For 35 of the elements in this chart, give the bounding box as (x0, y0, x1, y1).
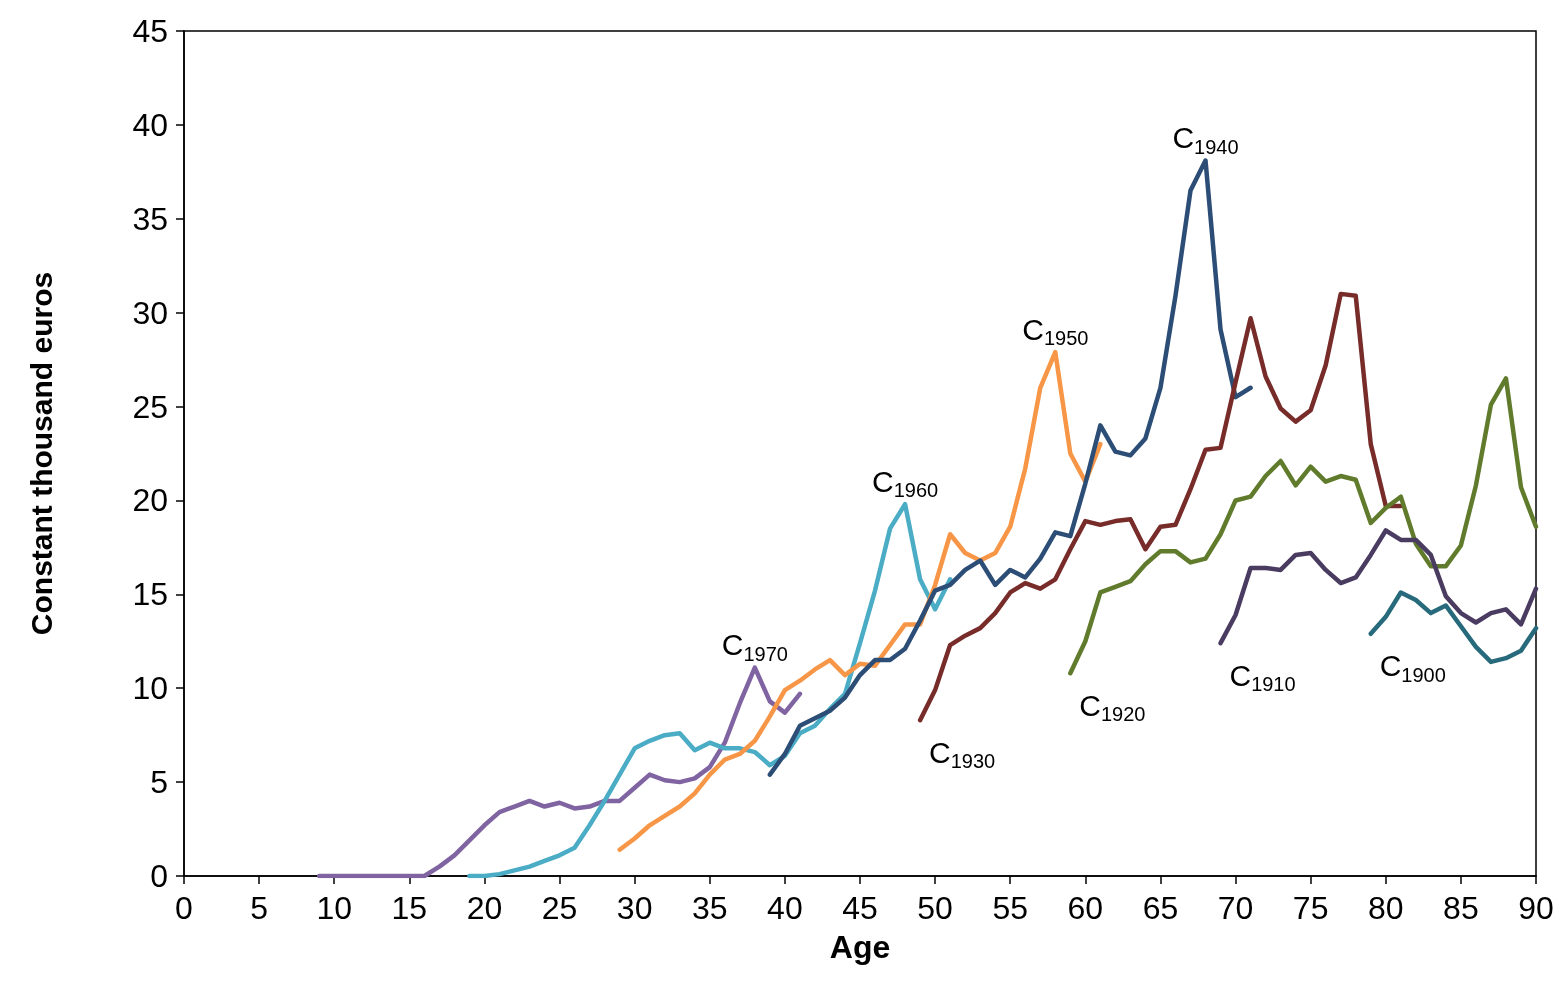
x-tick-label: 5 (250, 890, 269, 926)
x-tick-label: 90 (1518, 890, 1554, 926)
y-tick-label: 20 (132, 482, 168, 519)
x-tick-label: 70 (1217, 890, 1254, 926)
x-tick-label: 25 (541, 890, 578, 926)
line-series (467, 501, 953, 879)
y-tick-label: 25 (132, 388, 168, 425)
x-tick-label: 60 (1067, 890, 1104, 926)
x-tick-label: 40 (767, 890, 803, 926)
x-tick-label: 10 (316, 890, 353, 926)
y-tick-label: 0 (150, 858, 168, 894)
y-tick-label: 15 (132, 576, 168, 613)
y-tick-label: 45 (132, 13, 168, 49)
x-tick-label: 15 (391, 890, 428, 926)
x-tick-label: 55 (992, 890, 1029, 926)
line-series (1218, 528, 1539, 646)
y-tick-label: 35 (132, 200, 168, 237)
x-tick-label: 50 (917, 890, 953, 926)
y-tick-label: 5 (150, 764, 168, 801)
x-tick-label: 75 (1292, 890, 1329, 926)
y-tick-label: 40 (132, 106, 168, 143)
line-series (316, 665, 803, 879)
y-tick-label: 30 (132, 294, 168, 331)
x-tick-label: 85 (1443, 890, 1479, 926)
x-tick-label: 45 (842, 890, 878, 926)
x-axis-title: Age (829, 929, 891, 965)
y-axis-title: Constant thousand euros (24, 271, 58, 636)
x-tick-label: 80 (1367, 890, 1404, 926)
x-tick-label: 0 (175, 890, 193, 926)
x-tick-label: 30 (616, 890, 653, 926)
x-tick-label: 65 (1142, 890, 1179, 926)
x-tick-label: 20 (466, 890, 503, 926)
line-series (617, 349, 1103, 852)
y-tick-label: 10 (132, 670, 168, 707)
x-tick-label: 35 (691, 890, 728, 926)
